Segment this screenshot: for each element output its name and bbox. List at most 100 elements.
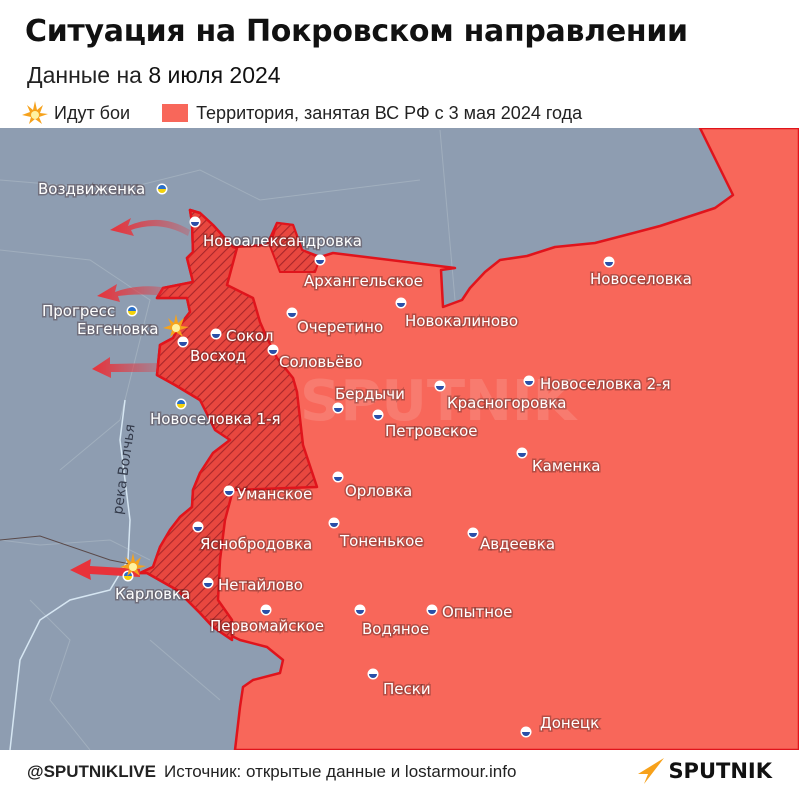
map: SPUTNIK река Волчья ВоздвиженкаНовоалекс… (0, 128, 799, 750)
russia-flag-marker-icon (210, 328, 222, 340)
city-2: Новоалександровка (189, 216, 363, 252)
subtitle: Данные на 8 июля 2024 (27, 62, 281, 89)
occupied-since-may-north (269, 222, 321, 273)
city-29: Донецк (520, 713, 601, 738)
subtitle-prefix: Данные на (27, 62, 142, 88)
city-4: Новоселовка (589, 256, 693, 290)
russia-flag-marker-icon (426, 604, 438, 616)
city-label: Сокол (226, 327, 273, 345)
city-label: Первомайское (210, 617, 324, 635)
russia-flag-marker-icon (434, 380, 446, 392)
russia-flag-marker-icon (192, 521, 204, 533)
city-label: Орловка (345, 482, 412, 500)
arrow-karlovka (70, 559, 140, 580)
city-label: Восход (190, 347, 246, 365)
russia-flag-marker-icon (516, 447, 528, 459)
city-10: Новокалиново (395, 297, 520, 332)
russia-flag-marker-icon (332, 471, 344, 483)
social-handle[interactable]: @SPUTNIKLIVE (27, 762, 156, 781)
city-16: Петровское (372, 409, 479, 442)
city-label: Водяное (362, 620, 429, 638)
city-label: Новоселовка 1-я (150, 410, 281, 428)
ukraine-flag-marker-icon (122, 570, 134, 582)
ukraine-flag-marker-icon (175, 398, 187, 410)
city-24: Нетайлово (202, 575, 304, 596)
city-label: Прогресс (42, 302, 115, 320)
city-23: Карловка (114, 570, 192, 605)
city-label: Каменка (532, 457, 600, 475)
city-label: Донецк (540, 714, 599, 732)
city-label: Новокалиново (405, 312, 518, 330)
russia-flag-marker-icon (286, 307, 298, 319)
city-11: Соловьёво (267, 344, 364, 373)
city-3: Архангельское (303, 254, 424, 292)
city-15: Новоселовка 1-я (149, 398, 282, 430)
city-26: Водяное (354, 604, 431, 640)
city-label: Карловка (115, 585, 190, 603)
sputnik-logo-text: SPUTNIK (668, 759, 772, 783)
russia-flag-marker-icon (395, 297, 407, 309)
russia-flag-marker-icon (467, 527, 479, 539)
russia-flag-marker-icon (520, 726, 532, 738)
russia-flag-marker-icon (223, 485, 235, 497)
city-1: Воздвиженка (37, 179, 168, 200)
map-terrain-lines (0, 129, 456, 750)
city-label: Петровское (385, 422, 478, 440)
city-22: Авдеевка (467, 527, 557, 555)
city-9: Очеретино (286, 307, 385, 338)
city-label: Авдеевка (480, 535, 555, 553)
subtitle-date: 8 июля 2024 (148, 62, 281, 88)
russia-flag-marker-icon (332, 402, 344, 414)
ukraine-flag-marker-icon (126, 305, 138, 317)
city-label: Новоалександровка (203, 232, 362, 250)
city-13: Красногоровка (434, 380, 568, 414)
city-20: Яснобродовка (192, 521, 314, 555)
city-label: Нетайлово (218, 576, 303, 594)
city-12: Бердычи (332, 384, 406, 414)
russia-flag-marker-icon (354, 604, 366, 616)
city-8: Восход (177, 336, 248, 367)
city-18: Уманское (223, 484, 314, 505)
city-label: Очеретино (297, 318, 383, 336)
russia-flag-marker-icon (603, 256, 615, 268)
occupied-since-may-west (138, 208, 319, 642)
attack-arrows (70, 218, 190, 580)
city-label: Новоселовка (590, 270, 692, 288)
city-label: Тоненькое (339, 532, 424, 550)
city-label: Яснобродовка (200, 535, 312, 553)
city-label: Уманское (237, 485, 312, 503)
explosion-icon (163, 314, 189, 337)
russia-flag-marker-icon (372, 409, 384, 421)
russia-flag-marker-icon (189, 216, 201, 228)
city-label: Опытное (442, 603, 512, 621)
legend-territory-swatch (162, 104, 189, 122)
city-label: Архангельское (304, 272, 423, 290)
city-label: Воздвиженка (38, 180, 145, 198)
city-27: Опытное (426, 602, 514, 623)
city-14: Новоселовка 2-я (523, 374, 672, 395)
city-17: Каменка (516, 447, 602, 477)
russia-flag-marker-icon (202, 577, 214, 589)
city-label: Красногоровка (447, 394, 566, 412)
city-6: Евгеновка (76, 319, 161, 340)
russia-flag-marker-icon (267, 344, 279, 356)
city-25: Первомайское (209, 604, 326, 637)
old-border-line (0, 535, 136, 566)
legend-fighting-label: Идут бои (54, 102, 131, 123)
russia-flag-marker-icon (328, 517, 340, 529)
city-label: Евгеновка (77, 320, 159, 338)
russia-flag-marker-icon (314, 254, 326, 266)
city-label: Бердычи (335, 385, 405, 403)
russia-flag-marker-icon (523, 375, 535, 387)
explosion-icon (22, 101, 48, 124)
footer: @SPUTNIKLIVE Источник: открытые данные и… (27, 762, 516, 782)
page-title: Ситуация на Покровском направлении (25, 14, 688, 49)
legend: Идут бои Территория, занятая ВС РФ с 3 м… (22, 101, 582, 125)
city-markers: Воздвиженка Новоалександровка Архангельско… (37, 179, 693, 738)
city-21: Тоненькое (328, 517, 425, 552)
city-5: Прогресс (41, 301, 138, 322)
russia-flag-marker-icon (177, 336, 189, 348)
sputnik-logo: SPUTNIK (638, 758, 772, 784)
city-19: Орловка (332, 471, 414, 502)
sputnik-logo-icon (638, 758, 665, 784)
